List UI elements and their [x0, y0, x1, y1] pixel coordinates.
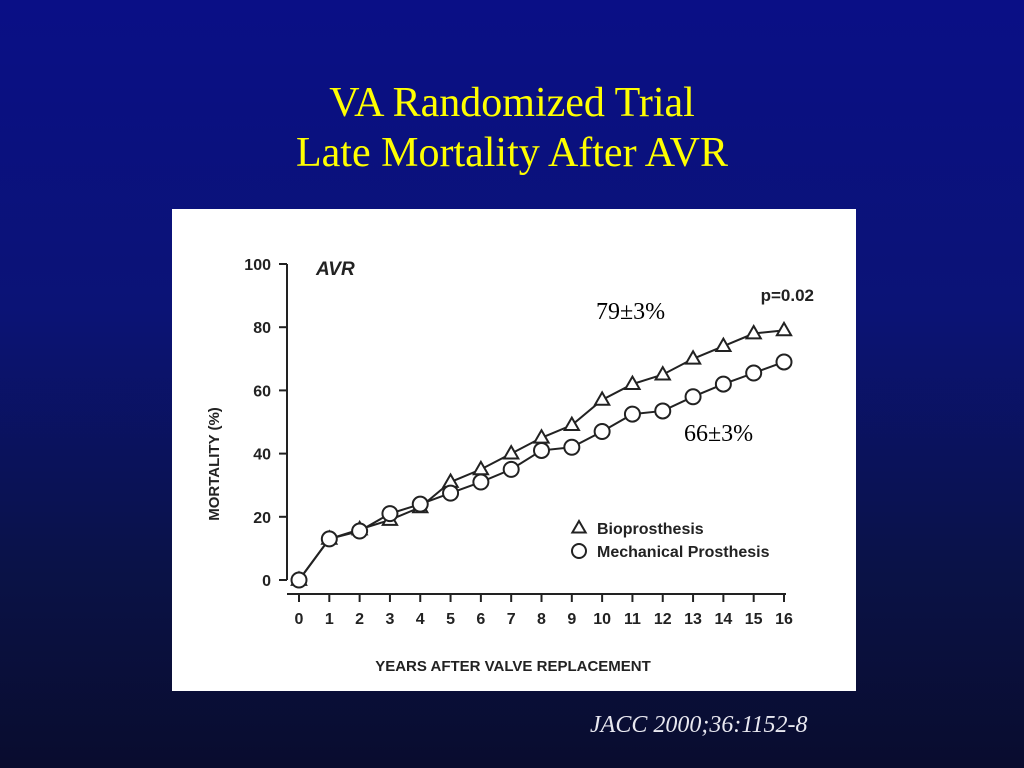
mechanical-point: [654, 402, 672, 420]
x-tick-label: 6: [476, 611, 485, 628]
mechanical-end-label: 66±3%: [684, 421, 754, 447]
bioprosthesis-point: [502, 444, 521, 460]
mechanical-point: [381, 505, 399, 523]
mechanical-point: [533, 441, 550, 459]
y-tick-label: 100: [244, 257, 271, 274]
p-value: p=0.02: [761, 286, 814, 305]
bioprosthesis-point: [472, 459, 490, 476]
citation: JACC 2000;36:1152-8: [590, 712, 808, 738]
y-axis-label: MORTALITY (%): [206, 407, 223, 521]
bioprosthesis-point: [744, 324, 763, 340]
bioprosthesis-point: [623, 374, 642, 390]
x-tick-label: 0: [295, 611, 304, 628]
mechanical-point: [775, 353, 793, 371]
mechanical-point: [442, 484, 460, 502]
x-axis-label: YEARS AFTER VALVE REPLACEMENT: [375, 658, 651, 675]
legend-circle-icon: [571, 543, 587, 559]
chart-title: AVR: [315, 259, 355, 280]
bioprosthesis-point: [653, 365, 672, 381]
chart-panel: 0 20 40 60 80 100 0 1 2 3 4 5 6 7 8 9 10 11 12 13 14 15 16 YEAR…: [172, 209, 856, 691]
mechanical-point: [472, 473, 490, 491]
bioprosthesis-point: [775, 320, 793, 337]
y-tick-label: 40: [253, 447, 271, 464]
mechanical-point: [563, 438, 581, 456]
bioprosthesis-point: [562, 415, 581, 432]
y-tick-label: 60: [253, 383, 271, 400]
mechanical-point: [411, 495, 429, 513]
x-tick-label: 4: [416, 611, 425, 628]
x-tick-label: 10: [593, 611, 611, 628]
slide-title: VA Randomized Trial Late Mortality After…: [0, 78, 1024, 178]
bioprosthesis-point: [593, 390, 611, 406]
x-tick-label: 5: [446, 611, 455, 628]
x-tick-label: 15: [745, 611, 763, 628]
title-line-2: Late Mortality After AVR: [296, 130, 728, 176]
mechanical-point: [502, 460, 520, 478]
bioprosthesis-point: [714, 336, 733, 353]
x-tick-label: 8: [537, 611, 546, 628]
mechanical-point: [351, 522, 369, 540]
mechanical-point: [320, 530, 338, 548]
legend-mechanical: Mechanical Prosthesis: [597, 544, 770, 561]
legend-triangle-icon: [570, 518, 588, 534]
y-tick-label: 20: [253, 510, 271, 527]
y-tick-label: 0: [262, 573, 271, 590]
mechanical-point: [623, 405, 641, 423]
x-tick-label: 16: [775, 611, 793, 628]
x-tick-label: 7: [507, 611, 516, 628]
mechanical-point: [684, 388, 702, 406]
x-tick-label: 2: [355, 611, 364, 628]
y-tick-label: 80: [253, 320, 271, 337]
x-tick-label: 14: [714, 611, 732, 628]
title-line-1: VA Randomized Trial: [329, 80, 695, 126]
bioprosthesis-point: [684, 349, 702, 365]
mechanical-point: [745, 364, 763, 382]
x-tick-label: 3: [385, 611, 394, 628]
mechanical-point: [714, 375, 732, 393]
x-tick-label: 1: [325, 611, 334, 628]
mechanical-point: [593, 422, 611, 440]
x-tick-label: 13: [684, 611, 702, 628]
mechanical-point: [290, 571, 308, 589]
x-tick-label: 9: [567, 611, 576, 628]
x-tick-label: 11: [624, 611, 641, 628]
bioprosthesis-end-label: 79±3%: [596, 299, 666, 325]
legend-bioprosthesis: Bioprosthesis: [597, 521, 704, 538]
x-tick-label: 12: [654, 611, 672, 628]
